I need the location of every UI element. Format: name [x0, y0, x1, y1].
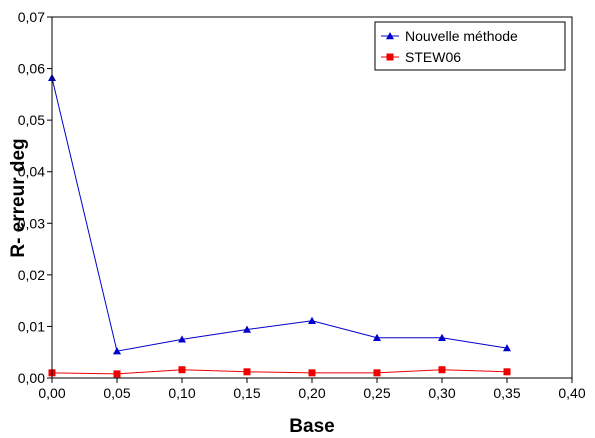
legend-label: STEW06: [405, 49, 461, 65]
x-tick-label: 0,10: [168, 385, 195, 401]
x-tick-label: 0,15: [233, 385, 260, 401]
legend-swatch-marker: [386, 32, 394, 40]
x-tick-label: 0,35: [493, 385, 520, 401]
y-tick-label: 0,03: [18, 215, 45, 231]
data-point-series-1: [438, 333, 446, 341]
y-axis-ticks: 0,00 0,01 0,02 0,03 0,04 0,05 0,06 0,07: [18, 9, 52, 386]
data-point-series-2: [308, 369, 316, 377]
data-point-series-2: [373, 369, 381, 377]
x-axis-ticks: 0,00 0,05 0,10 0,15 0,20 0,25 0,30 0,35 0,40: [38, 378, 586, 401]
series-line-1: [51, 77, 508, 352]
data-point-series-1: [113, 347, 121, 355]
y-tick-label: 0,05: [18, 112, 45, 128]
y-tick-label: 0,06: [18, 61, 45, 77]
plot-layer: [48, 73, 511, 378]
data-point-series-2: [113, 370, 121, 378]
legend: Nouvelle méthode STEW06: [374, 21, 566, 71]
x-tick-label: 0,30: [428, 385, 455, 401]
y-tick-label: 0,01: [18, 318, 45, 334]
legend-box: [374, 21, 566, 71]
y-tick-label: 0,02: [18, 267, 45, 283]
x-tick-label: 0,00: [38, 385, 65, 401]
y-tick-label: 0,04: [18, 164, 45, 180]
data-point-series-1: [178, 335, 186, 343]
x-tick-label: 0,40: [558, 385, 585, 401]
data-point-series-2: [178, 366, 186, 374]
x-axis-title: Base: [289, 416, 334, 437]
data-point-series-1: [503, 344, 511, 352]
data-point-series-1: [308, 316, 316, 324]
x-tick-label: 0,25: [363, 385, 390, 401]
data-point-series-2: [438, 366, 446, 374]
data-point-series-1: [243, 325, 251, 333]
series-line-2: [51, 369, 508, 375]
x-tick-label: 0,20: [298, 385, 325, 401]
y-tick-label: 0,00: [18, 370, 45, 386]
data-point-series-1: [373, 333, 381, 341]
legend-swatch-marker: [386, 53, 394, 61]
legend-label: Nouvelle méthode: [405, 28, 518, 44]
x-tick-label: 0,05: [103, 385, 130, 401]
y-axis-title: R- erreur deg: [8, 138, 29, 257]
data-point-series-2: [503, 368, 511, 376]
y-tick-label: 0,07: [18, 9, 45, 25]
data-point-series-2: [243, 368, 251, 376]
